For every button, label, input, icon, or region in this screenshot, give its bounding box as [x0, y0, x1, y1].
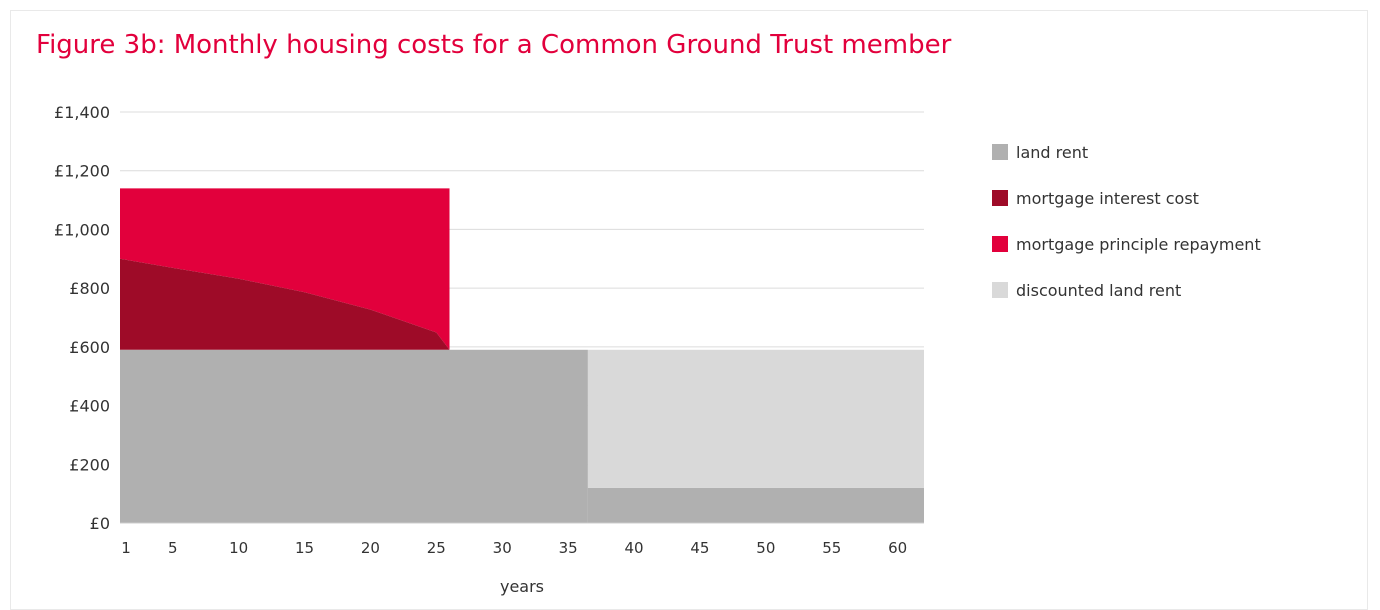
chart-title: Figure 3b: Monthly housing costs for a C…: [36, 30, 952, 60]
data-areas: [120, 188, 924, 523]
area-mortgage-principle-repayment: [120, 188, 450, 350]
x-tick-label: 50: [756, 539, 775, 557]
x-axis-ticks: 1 5 10 15 20 25 30 35 40 45 50 55 60: [121, 539, 907, 557]
area-land-rent: [587, 487, 924, 523]
legend-label: mortgage interest cost: [1016, 188, 1199, 208]
y-tick-label: £1,200: [54, 162, 110, 181]
x-tick-label: 5: [168, 539, 178, 557]
area-land-rent: [120, 349, 588, 523]
x-tick-label: 45: [690, 539, 709, 557]
legend-swatch: [992, 236, 1008, 252]
y-tick-label: £1,000: [54, 220, 110, 239]
x-tick-label: 30: [493, 539, 512, 557]
x-tick-label: 1: [121, 539, 131, 557]
area-discounted-land-rent: [587, 349, 924, 488]
legend-label: discounted land rent: [1016, 280, 1182, 300]
legend-label: land rent: [1016, 142, 1089, 162]
legend-item: mortgage principle repayment: [992, 232, 1261, 256]
legend-item: mortgage interest cost: [992, 186, 1261, 210]
area-mortgage-interest-cost: [120, 258, 450, 350]
y-tick-label: £600: [69, 338, 110, 357]
x-tick-label: 35: [559, 539, 578, 557]
legend-swatch: [992, 190, 1008, 206]
x-tick-label: 55: [822, 539, 841, 557]
y-tick-label: £1,400: [54, 103, 110, 122]
legend-label: mortgage principle repayment: [1016, 234, 1261, 254]
x-axis-label: years: [500, 577, 544, 596]
y-axis-ticks: £0 £200 £400 £600 £800 £1,000 £1,200 £1,400: [54, 103, 110, 533]
x-tick-label: 10: [229, 539, 248, 557]
y-tick-label: £400: [69, 397, 110, 416]
x-tick-label: 40: [624, 539, 643, 557]
x-tick-label: 20: [361, 539, 380, 557]
legend: land rent mortgage interest cost mortgage …: [992, 140, 1261, 324]
legend-item: land rent: [992, 140, 1261, 164]
legend-item: discounted land rent: [992, 278, 1261, 302]
x-tick-label: 25: [427, 539, 446, 557]
y-tick-label: £0: [90, 514, 110, 533]
legend-swatch: [992, 282, 1008, 298]
x-tick-label: 15: [295, 539, 314, 557]
legend-swatch: [992, 144, 1008, 160]
y-tick-label: £800: [69, 279, 110, 298]
y-tick-label: £200: [69, 455, 110, 474]
x-tick-label: 60: [888, 539, 907, 557]
